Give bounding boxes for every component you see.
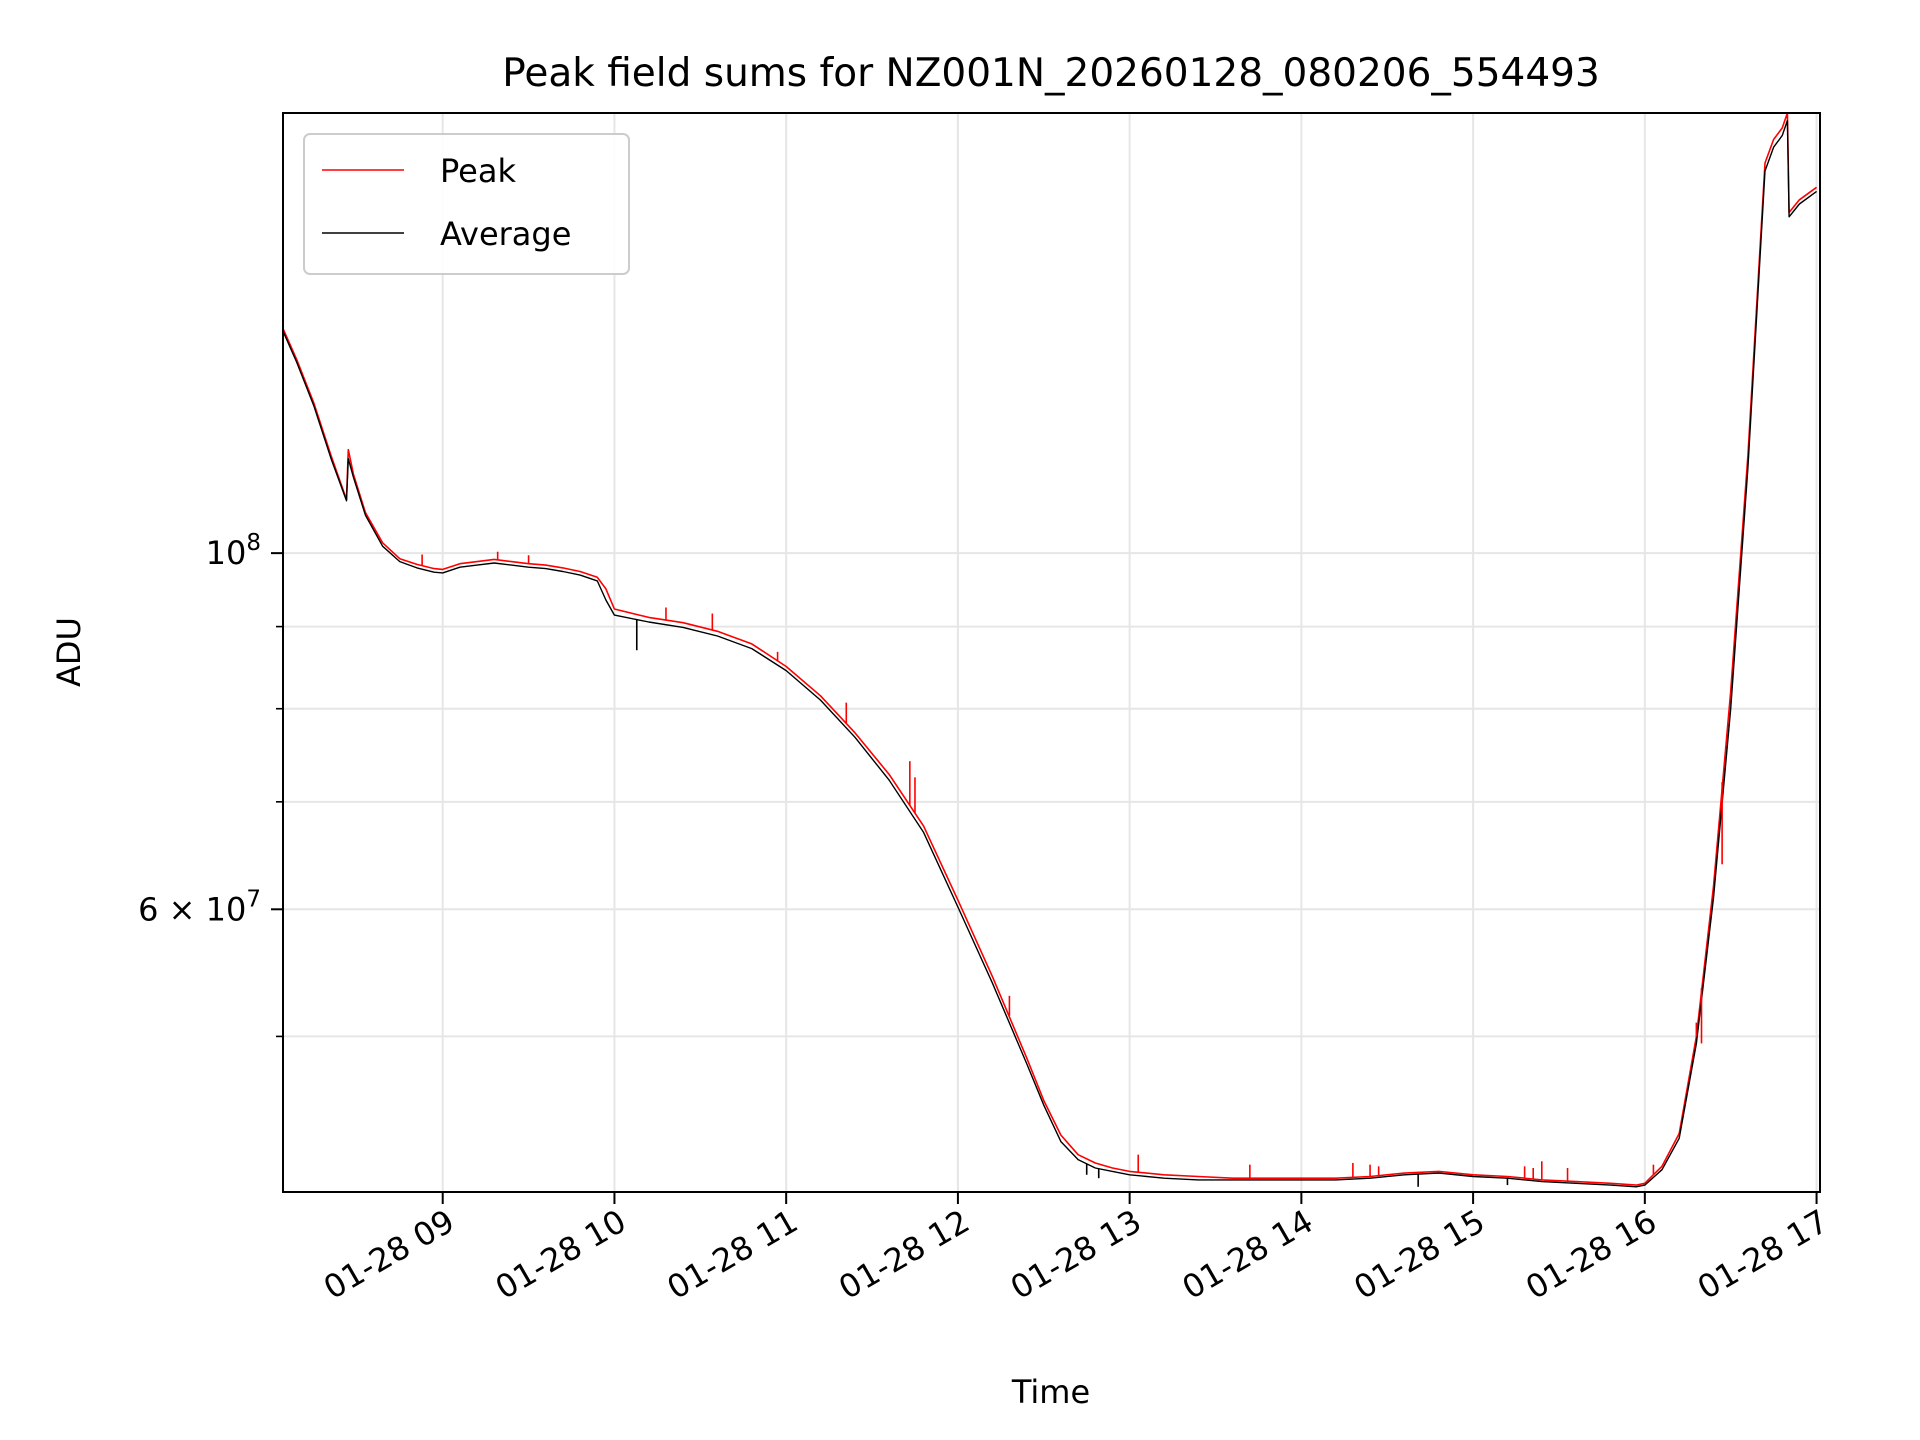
y-tick-label: 108 (206, 530, 261, 572)
x-axis-label: Time (1011, 1373, 1090, 1411)
chart-title: Peak field sums for NZ001N_20260128_0802… (502, 51, 1600, 96)
series-line-average (283, 119, 1818, 1188)
y-tick-label: 6 × 107 (138, 886, 261, 928)
legend-box (303, 133, 630, 275)
legend-peak-label: Peak (440, 152, 516, 190)
y-axis-label: ADU (50, 617, 88, 687)
legend: Peak Average (303, 133, 630, 275)
series-layer (283, 113, 1818, 1188)
y-axis-ticks: 108 6 × 107 (138, 530, 283, 1038)
plot-area (283, 113, 1818, 1188)
grid (283, 113, 1820, 1192)
series-line-peak (283, 113, 1818, 1186)
plot-frame (282, 112, 1821, 1193)
legend-average-label: Average (440, 215, 571, 253)
